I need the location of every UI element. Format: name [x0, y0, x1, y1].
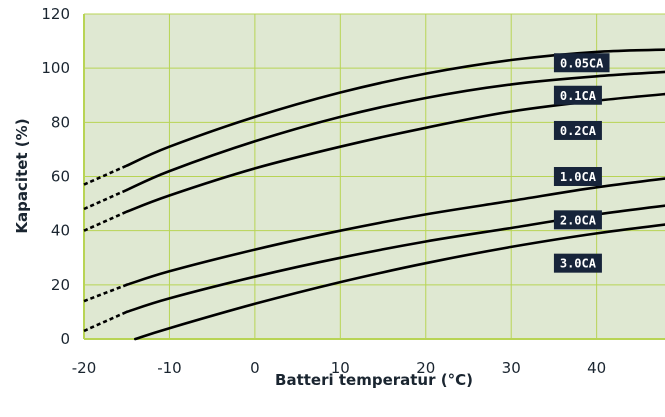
series-curves — [83, 48, 665, 341]
svg-text:2.0CA: 2.0CA — [560, 213, 597, 227]
y-tick-label: 100 — [41, 59, 70, 77]
y-tick-label: 20 — [51, 276, 70, 294]
series-line-0-1ca — [125, 70, 665, 192]
series-dashed-2-0ca — [83, 310, 128, 333]
series-dashed-1-0ca — [83, 283, 128, 303]
series-line-3-0ca — [134, 223, 665, 341]
x-tick-label: 20 — [416, 359, 435, 377]
x-tick-label: -10 — [157, 359, 182, 377]
series-dashed-0-05ca — [83, 164, 128, 186]
series-label-0-2ca: 0.2CA — [553, 120, 602, 140]
series-dashed-0-1ca — [83, 188, 128, 211]
svg-text:3.0CA: 3.0CA — [560, 257, 597, 271]
tick-labels: -20-1001020304050020406080100120 — [41, 5, 606, 377]
svg-text:1.0CA: 1.0CA — [560, 170, 597, 184]
x-tick-label: 30 — [502, 359, 521, 377]
y-axis-title: Kapacitet (%) — [13, 118, 31, 233]
series-label-0-1ca: 0.1CA — [553, 85, 602, 105]
y-tick-label: 0 — [60, 330, 70, 348]
y-tick-label: 80 — [51, 113, 70, 131]
series-label-2-0ca: 2.0CA — [553, 210, 602, 230]
svg-text:0.1CA: 0.1CA — [560, 89, 597, 103]
x-tick-label: 0 — [250, 359, 260, 377]
series-dashed-0-2ca — [83, 210, 128, 232]
series-label-3-0ca: 3.0CA — [553, 253, 602, 273]
series-line-0-05ca — [125, 48, 665, 167]
series-labels: 0.05CA 0.1CA 0.2CA 1.0CA 2.0CA 3.0CA — [553, 53, 610, 273]
y-tick-label: 60 — [51, 168, 70, 186]
series-label-0-05ca: 0.05CA — [553, 53, 610, 73]
series-label-1-0ca: 1.0CA — [553, 167, 602, 186]
x-tick-label: -20 — [72, 359, 97, 377]
x-axis-title: Batteri temperatur (°C) — [275, 371, 473, 389]
svg-text:0.2CA: 0.2CA — [560, 124, 597, 138]
y-tick-label: 40 — [51, 222, 70, 240]
svg-text:0.05CA: 0.05CA — [560, 56, 604, 70]
x-tick-label: 40 — [587, 359, 606, 377]
x-tick-label: 10 — [331, 359, 350, 377]
series-line-1-0ca — [125, 177, 665, 287]
y-tick-label: 120 — [41, 5, 70, 23]
